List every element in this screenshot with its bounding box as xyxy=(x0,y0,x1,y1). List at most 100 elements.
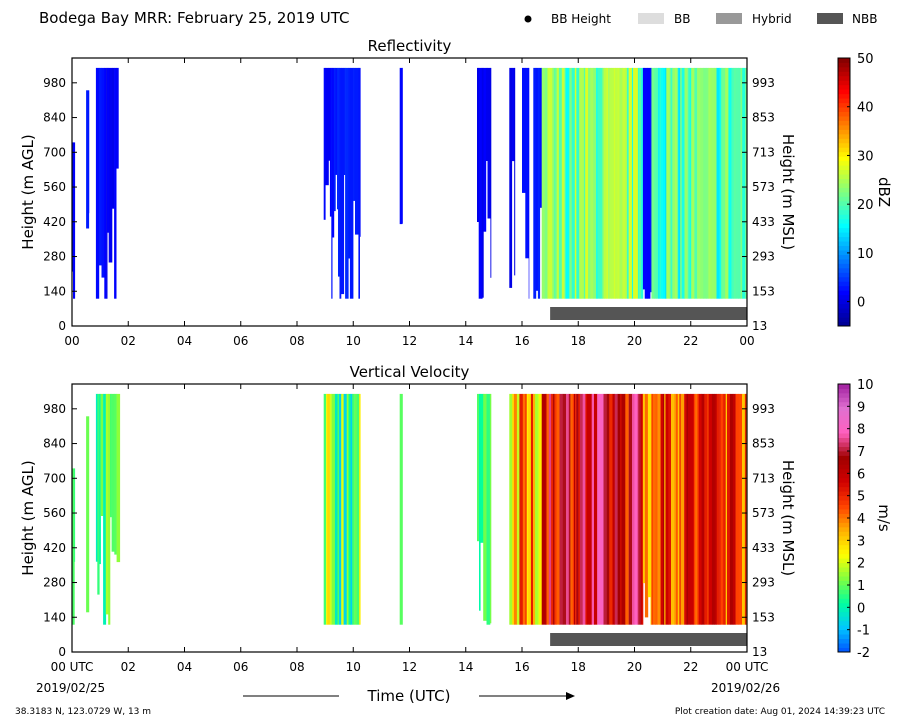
echo-column xyxy=(634,67,639,299)
echo-column xyxy=(588,67,591,299)
legend-bb-swatch xyxy=(638,13,664,24)
echo-column xyxy=(103,393,107,625)
colorbar-segment xyxy=(838,209,850,215)
colorbar-segment xyxy=(838,236,850,242)
colorbar-segment xyxy=(838,62,850,68)
echo-column xyxy=(628,67,633,299)
echo-column xyxy=(599,67,603,299)
reflectivity-panel: Reflectivity0140280420560700840980131532… xyxy=(19,37,893,348)
legend-bb-label: BB xyxy=(674,12,690,26)
echo-column xyxy=(650,393,652,625)
colorbar-segment xyxy=(838,446,850,452)
echo-column xyxy=(720,393,724,625)
colorbar-segment xyxy=(838,259,850,264)
echo-column xyxy=(703,67,707,299)
colorbar-segment xyxy=(838,491,850,497)
echo-column xyxy=(671,393,675,625)
echo-column xyxy=(659,67,661,299)
echo-column xyxy=(597,67,601,299)
echo-column xyxy=(672,67,676,299)
echo-column xyxy=(581,67,585,299)
echo-column xyxy=(611,67,615,299)
echo-column xyxy=(323,67,326,220)
echo-column xyxy=(735,393,739,625)
y-tick-label-agl: 0 xyxy=(58,319,66,333)
echo-column xyxy=(350,393,353,625)
y-tick-label-agl: 280 xyxy=(43,250,66,264)
echo-column xyxy=(490,67,492,278)
echo-column xyxy=(509,393,513,625)
echo-column xyxy=(647,67,651,299)
echo-column xyxy=(528,393,532,625)
echo-column xyxy=(512,393,515,625)
echo-column xyxy=(700,67,704,299)
x-tick-label: 10 xyxy=(346,660,361,674)
echo-column xyxy=(114,67,117,299)
colorbar-segment xyxy=(838,629,850,635)
colorbar-segment xyxy=(838,513,850,519)
arrow-right-icon xyxy=(566,692,575,700)
echo-column xyxy=(107,67,109,233)
echo-column xyxy=(622,67,626,299)
y-tick-label-agl: 700 xyxy=(43,145,66,159)
colorbar-segment xyxy=(838,598,850,604)
colorbar-segment xyxy=(838,620,850,626)
colorbar-segment xyxy=(838,116,850,121)
echo-column xyxy=(698,393,702,625)
colorbar-segment xyxy=(838,102,850,108)
colorbar-segment xyxy=(838,125,850,130)
echo-column xyxy=(658,67,660,299)
echo-column xyxy=(597,393,600,625)
echo-column xyxy=(576,393,579,625)
echo-column xyxy=(528,67,530,299)
colorbar-segment xyxy=(838,147,850,153)
x-tick-label: 16 xyxy=(514,334,529,348)
echo-column xyxy=(535,67,539,291)
echo-column xyxy=(599,393,603,625)
colorbar-segment xyxy=(838,616,850,622)
echo-column xyxy=(546,393,550,625)
echo-column xyxy=(541,393,546,625)
colorbar-segment xyxy=(838,406,850,412)
echo-column xyxy=(544,67,548,299)
echo-column xyxy=(352,393,355,625)
echo-column xyxy=(677,393,680,625)
echo-column xyxy=(691,67,695,299)
echo-column xyxy=(553,67,557,299)
colorbar-segment xyxy=(838,397,850,403)
colorbar-segment xyxy=(838,500,850,505)
echo-column xyxy=(617,393,621,625)
colorbar-segment xyxy=(838,254,850,260)
colorbar-segment xyxy=(838,504,850,510)
echo-column xyxy=(728,67,732,299)
echo-column xyxy=(722,67,726,299)
echo-column xyxy=(399,67,403,225)
echo-layer xyxy=(72,67,748,299)
echo-column xyxy=(335,67,338,175)
echo-column xyxy=(665,393,669,625)
colorbar-segment xyxy=(838,535,850,541)
echo-column xyxy=(662,67,666,299)
echo-column xyxy=(339,393,342,625)
echo-column xyxy=(572,393,575,625)
colorbar-segment xyxy=(838,218,850,224)
colorbar-segment xyxy=(838,455,850,461)
echo-column xyxy=(615,67,618,299)
echo-column xyxy=(644,67,648,299)
colorbar-segment xyxy=(838,66,850,72)
echo-column xyxy=(555,67,558,299)
colorbar-segment xyxy=(838,643,850,648)
colorbar-segment xyxy=(838,290,850,296)
colorbar-segment xyxy=(838,241,850,246)
echo-column xyxy=(530,393,534,625)
echo-column xyxy=(568,393,571,625)
colorbar-segment xyxy=(838,223,850,229)
colorbar-segment xyxy=(838,174,850,179)
echo-column xyxy=(514,67,516,276)
echo-column xyxy=(511,67,515,162)
x-tick-label: 04 xyxy=(177,334,192,348)
echo-column xyxy=(724,393,727,625)
colorbar-segment xyxy=(838,196,850,202)
colorbar-segment xyxy=(838,553,850,559)
